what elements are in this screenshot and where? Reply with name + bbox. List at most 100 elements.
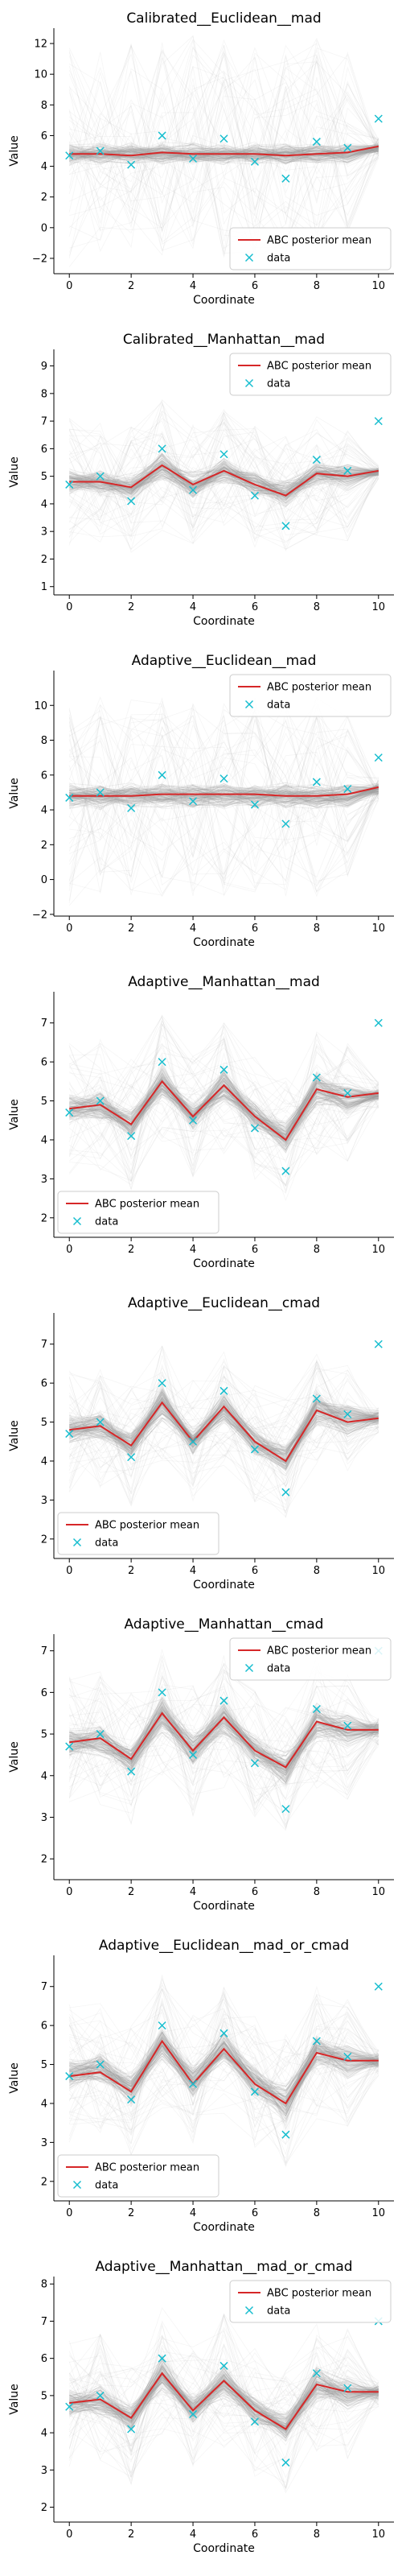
posterior-draw-line xyxy=(69,1699,379,1768)
posterior-draw-line xyxy=(69,1043,379,1151)
posterior-draw-line xyxy=(69,784,379,808)
posterior-draw-line xyxy=(68,421,379,537)
posterior-draw-line xyxy=(68,1674,379,1823)
posterior-draw-line xyxy=(68,426,379,539)
posterior-draw-line xyxy=(69,1724,379,1772)
posterior-draw-line xyxy=(68,441,379,550)
posterior-draw-line xyxy=(69,786,379,800)
posterior-draw-line xyxy=(69,1707,379,1772)
y-axis-label: Value xyxy=(8,2384,21,2414)
posterior-draw-line xyxy=(69,466,379,493)
posterior-draw-line xyxy=(68,708,379,897)
y-tick-label: 9 xyxy=(41,361,47,373)
posterior-draw-line xyxy=(69,147,379,166)
x-tick-label: 4 xyxy=(190,1565,196,1577)
posterior-draw-line xyxy=(69,2043,379,2098)
posterior-draw-line xyxy=(68,418,379,530)
posterior-draw-line xyxy=(69,1025,379,1170)
posterior-draw-line xyxy=(69,784,379,805)
posterior-draw-line xyxy=(68,1377,379,1468)
posterior-draw-line xyxy=(69,1389,379,1460)
posterior-draw-line xyxy=(68,2376,379,2434)
posterior-draw-line xyxy=(69,1712,379,1765)
posterior-draw-line xyxy=(69,2376,379,2424)
y-tick-label: 10 xyxy=(34,69,47,81)
posterior-draw-line xyxy=(68,2000,379,2145)
posterior-draw-line xyxy=(69,1358,379,1513)
posterior-draw-line xyxy=(69,1085,379,1141)
posterior-draw-line xyxy=(69,465,379,497)
y-tick-label: 6 xyxy=(41,2021,47,2033)
posterior-draw-line xyxy=(68,413,379,543)
posterior-draw-line xyxy=(69,2363,379,2438)
posterior-draw-line xyxy=(69,2340,379,2434)
posterior-draw-line xyxy=(69,145,379,166)
posterior-draw-line xyxy=(69,1019,379,1174)
data-point-marker xyxy=(312,2369,321,2378)
posterior-draw-line xyxy=(69,1080,379,1141)
posterior-draw-line xyxy=(69,460,379,489)
posterior-draw-line xyxy=(69,1395,379,1461)
data-point-marker xyxy=(127,2095,136,2104)
posterior-draw-line xyxy=(69,1711,379,1760)
posterior-draw-line xyxy=(69,1390,379,1454)
posterior-draw-line xyxy=(69,464,379,495)
posterior-draw-line xyxy=(69,786,379,804)
posterior-draw-line xyxy=(68,1988,379,2117)
posterior-draw-line xyxy=(69,785,379,808)
posterior-draw-line xyxy=(69,2046,379,2122)
posterior-draw-line xyxy=(69,789,379,807)
posterior-draw-line xyxy=(69,1076,379,1133)
posterior-draw-line xyxy=(69,1397,379,1465)
posterior-draw-line xyxy=(69,1071,379,1139)
posterior-draw-line xyxy=(69,459,379,494)
data-point-marker xyxy=(96,472,105,481)
posterior-draw-line xyxy=(69,1080,379,1140)
posterior-draw-line xyxy=(68,2032,379,2107)
posterior-draw-line xyxy=(69,1079,379,1125)
posterior-draw-line xyxy=(68,1088,379,1140)
posterior-draw-line xyxy=(69,1076,379,1138)
posterior-draw-line xyxy=(69,2035,379,2107)
posterior-draw-line xyxy=(68,1707,379,1776)
posterior-draw-line xyxy=(69,2372,379,2431)
posterior-draw-line xyxy=(68,2008,379,2159)
posterior-draw-line xyxy=(68,2368,379,2494)
posterior-draw-line xyxy=(69,1077,379,1141)
legend-label-data: data xyxy=(95,1216,118,1228)
posterior-draw-line xyxy=(68,1022,379,1183)
data-point-marker xyxy=(127,1767,136,1776)
posterior-draw-line xyxy=(69,145,379,160)
x-tick-label: 6 xyxy=(252,923,258,935)
posterior-draw-line xyxy=(69,1016,379,1182)
posterior-draw-line xyxy=(69,466,379,493)
data-point-marker xyxy=(281,174,290,183)
posterior-draw-line xyxy=(68,56,379,251)
posterior-draw-line xyxy=(69,1075,379,1139)
posterior-draw-line xyxy=(68,443,379,551)
posterior-draw-line xyxy=(69,2380,379,2422)
posterior-draws xyxy=(68,1014,379,1202)
posterior-draw-line xyxy=(69,1388,379,1456)
posterior-draw-line xyxy=(69,1072,379,1132)
posterior-draw-line xyxy=(68,1388,379,1518)
x-tick-label: 2 xyxy=(128,2207,134,2219)
posterior-draw-line xyxy=(69,1397,379,1464)
y-tick-label: 7 xyxy=(41,2316,47,2328)
y-tick-label: 7 xyxy=(41,1645,47,1657)
posterior-draw-line xyxy=(68,2369,379,2421)
posterior-draw-line xyxy=(69,1073,379,1139)
posterior-draw-line xyxy=(68,700,379,886)
y-tick-label: 2 xyxy=(41,840,47,852)
x-tick-label: 8 xyxy=(314,2529,320,2541)
posterior-draw-line xyxy=(69,782,379,804)
posterior-draw-line xyxy=(69,785,379,804)
posterior-draw-line xyxy=(69,145,379,163)
posterior-draw-line xyxy=(69,142,379,163)
posterior-draw-line xyxy=(69,2042,379,2103)
posterior-draw-line xyxy=(69,788,379,810)
posterior-draw-line xyxy=(69,1701,379,1765)
y-tick-label: 7 xyxy=(41,1339,47,1351)
posterior-draw-line xyxy=(69,787,379,806)
posterior-draw-line xyxy=(69,143,379,158)
